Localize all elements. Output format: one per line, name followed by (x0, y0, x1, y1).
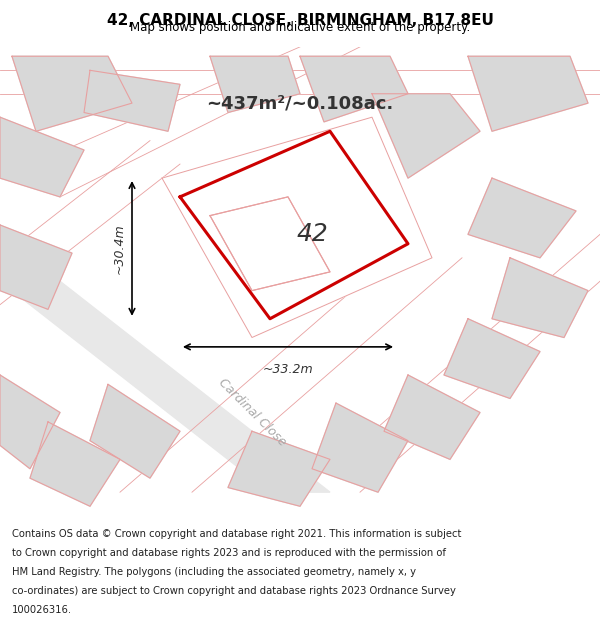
Text: 100026316.: 100026316. (12, 605, 72, 615)
Text: Cardinal Close: Cardinal Close (215, 376, 289, 449)
Polygon shape (162, 118, 432, 338)
Text: ~30.4m: ~30.4m (113, 223, 126, 274)
Text: ~437m²/~0.108ac.: ~437m²/~0.108ac. (206, 94, 394, 112)
Text: 42, CARDINAL CLOSE, BIRMINGHAM, B17 8EU: 42, CARDINAL CLOSE, BIRMINGHAM, B17 8EU (107, 13, 493, 28)
Text: 42: 42 (296, 222, 328, 246)
Polygon shape (468, 178, 576, 258)
Polygon shape (30, 422, 120, 506)
Polygon shape (210, 56, 300, 112)
Text: HM Land Registry. The polygons (including the associated geometry, namely x, y: HM Land Registry. The polygons (includin… (12, 567, 416, 577)
Polygon shape (0, 118, 84, 197)
Text: Map shows position and indicative extent of the property.: Map shows position and indicative extent… (130, 21, 470, 34)
Polygon shape (384, 375, 480, 459)
Polygon shape (0, 258, 330, 492)
Polygon shape (12, 56, 132, 131)
Polygon shape (0, 225, 72, 309)
Polygon shape (312, 403, 408, 492)
Polygon shape (210, 197, 330, 291)
Polygon shape (468, 56, 588, 131)
Polygon shape (0, 375, 60, 469)
Polygon shape (372, 94, 480, 178)
Text: co-ordinates) are subject to Crown copyright and database rights 2023 Ordnance S: co-ordinates) are subject to Crown copyr… (12, 586, 456, 596)
Text: ~33.2m: ~33.2m (263, 363, 313, 376)
Polygon shape (300, 56, 408, 122)
Text: Contains OS data © Crown copyright and database right 2021. This information is : Contains OS data © Crown copyright and d… (12, 529, 461, 539)
Polygon shape (228, 431, 330, 506)
Text: to Crown copyright and database rights 2023 and is reproduced with the permissio: to Crown copyright and database rights 2… (12, 548, 446, 558)
Polygon shape (84, 70, 180, 131)
Polygon shape (444, 319, 540, 399)
Polygon shape (90, 384, 180, 478)
Polygon shape (492, 258, 588, 338)
